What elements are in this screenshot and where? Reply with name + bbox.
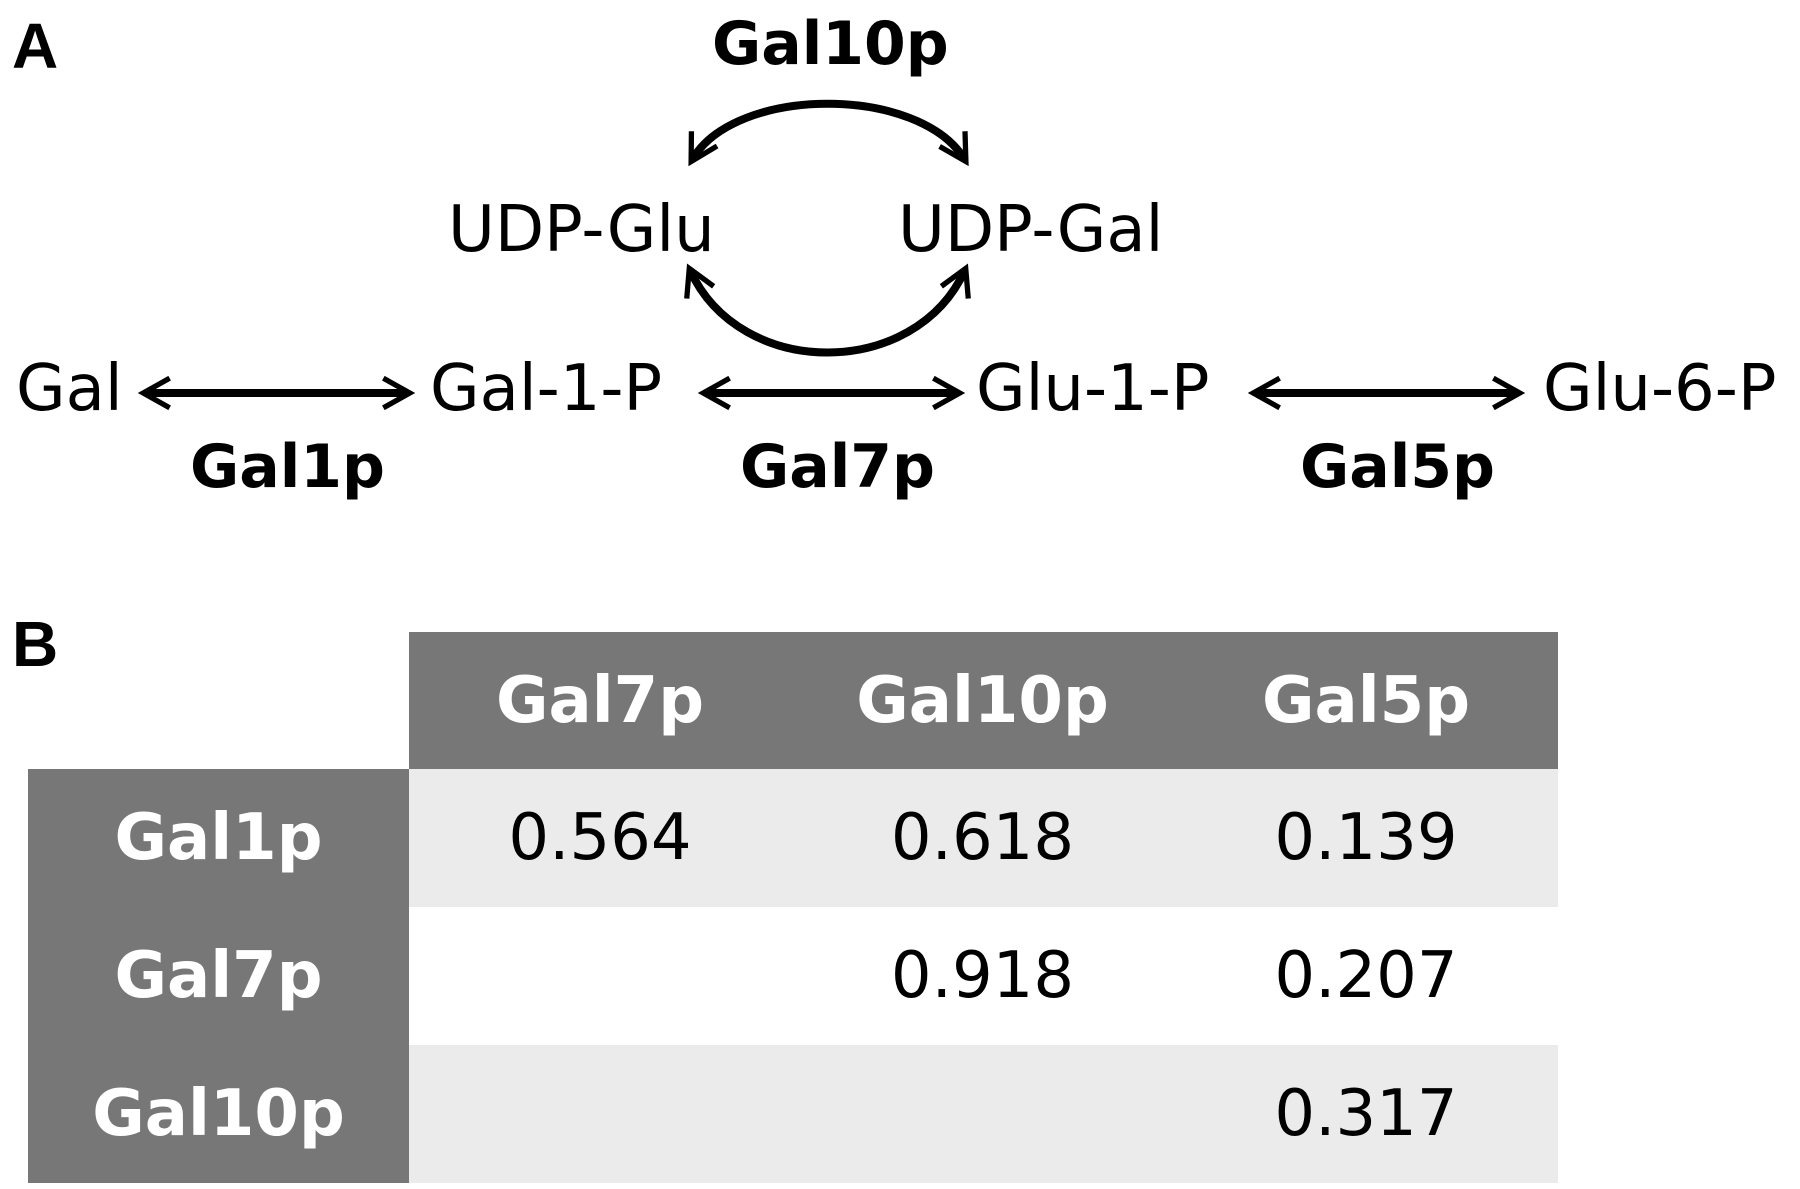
column-header: Gal7p <box>409 632 791 769</box>
node-gal: Gal <box>16 352 123 426</box>
enzyme-gal5p-label: Gal5p <box>1300 432 1495 502</box>
table-cell: 0.918 <box>791 907 1174 1045</box>
table-cell <box>409 1045 791 1183</box>
node-gal-1-p: Gal-1-P <box>430 352 663 426</box>
node-glu-1-p: Glu-1-P <box>976 352 1210 426</box>
table-cell: 0.317 <box>1174 1045 1558 1183</box>
panel-a-label: A <box>12 10 59 82</box>
arc-gal7p-exchange <box>690 270 965 357</box>
node-udp-gal: UDP-Gal <box>898 193 1164 267</box>
arc-gal10p <box>692 99 965 160</box>
column-header: Gal10p <box>791 632 1174 769</box>
correlation-table: Gal7p Gal10p Gal5p Gal1p 0.564 0.618 0.1… <box>28 632 1558 1183</box>
row-header: Gal10p <box>28 1045 409 1183</box>
row-header: Gal7p <box>28 907 409 1045</box>
table-cell <box>791 1045 1174 1183</box>
node-udp-glu: UDP-Glu <box>448 193 715 267</box>
column-header: Gal5p <box>1174 632 1558 769</box>
table-cell <box>409 907 791 1045</box>
enzyme-gal7p-label: Gal7p <box>740 432 935 502</box>
enzyme-gal1p-label: Gal1p <box>190 432 385 502</box>
node-glu-6-p: Glu-6-P <box>1543 352 1777 426</box>
table-cell: 0.618 <box>791 769 1174 907</box>
pathway-arrows <box>0 99 1800 600</box>
table-cell: 0.207 <box>1174 907 1558 1045</box>
table-cell: 0.564 <box>409 769 791 907</box>
panel-b-label: B <box>12 608 59 680</box>
enzyme-gal10p-label: Gal10p <box>712 9 949 79</box>
row-header: Gal1p <box>28 769 409 907</box>
table-cell: 0.139 <box>1174 769 1558 907</box>
